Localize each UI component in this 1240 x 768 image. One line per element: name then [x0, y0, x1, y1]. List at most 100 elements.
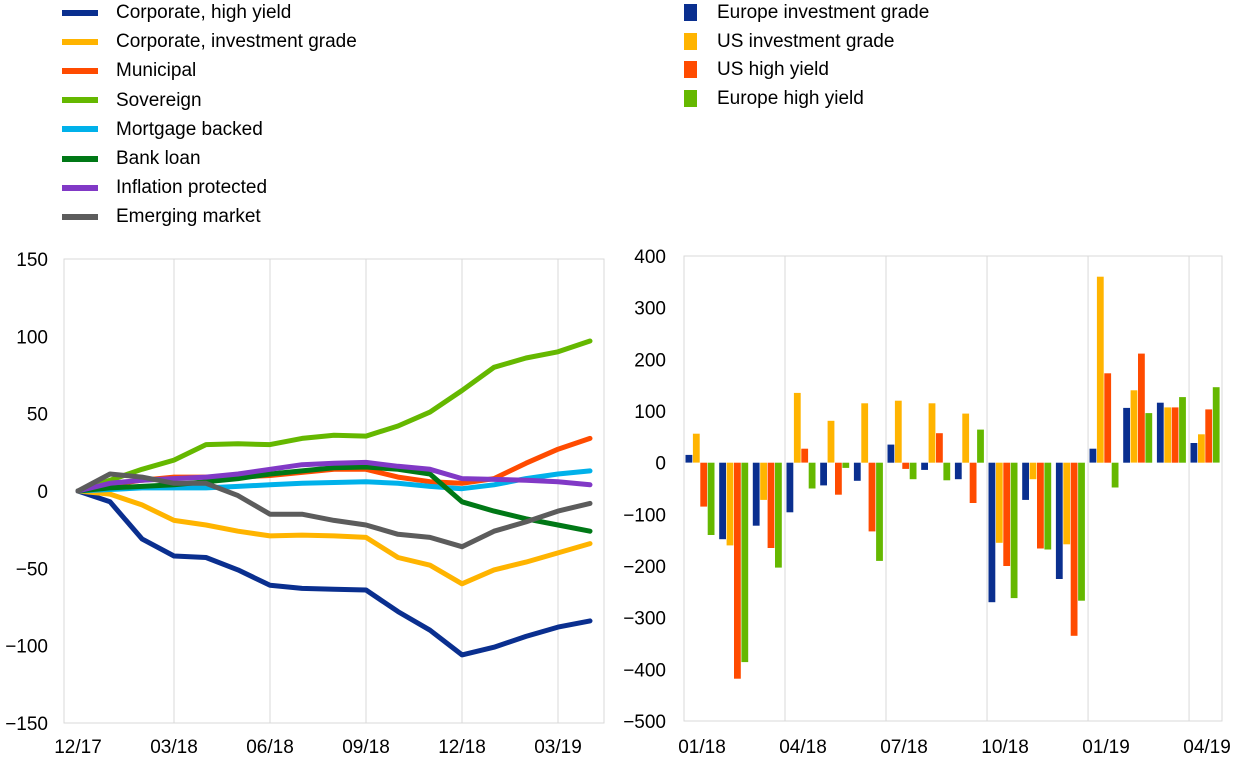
legend-label: Europe high yield [717, 88, 864, 110]
y-tick-label: 300 [634, 299, 666, 320]
bar-chart-grid [683, 255, 1223, 722]
bar-europe-high-yield-04-19 [1212, 387, 1220, 463]
bar-us-high-yield-06-18 [868, 462, 876, 532]
x-tick-label: 03/19 [534, 737, 582, 758]
bar-us-high-yield-02-19 [1138, 353, 1145, 463]
legend-swatch [684, 3, 697, 21]
y-tick-label: 50 [27, 405, 48, 426]
plot-frame [683, 255, 1223, 722]
legend-label: US investment grade [717, 30, 895, 52]
bar-us-investment-grade-07-18 [894, 400, 902, 463]
series-line-emerging-market [75, 471, 593, 550]
bar-us-high-yield-07-18 [902, 462, 910, 469]
legend-label: Europe investment grade [717, 1, 930, 23]
legend-swatch [62, 97, 98, 104]
bar-us-high-yield-01-18 [700, 462, 708, 507]
bar-us-investment-grade-09-18 [962, 413, 970, 463]
legend-item-inflation-protected: Inflation protected [62, 173, 357, 202]
bar-europe-investment-grade-05-18 [820, 462, 827, 486]
bar-us-investment-grade-03-18 [760, 462, 767, 500]
legend-swatch [62, 126, 98, 133]
bar-europe-high-yield-03-18 [775, 462, 782, 568]
legend-swatch [684, 61, 697, 79]
x-tick-label: 09/18 [342, 737, 390, 758]
y-tick-label: −150 [5, 714, 48, 735]
x-tick-label: 06/18 [246, 737, 294, 758]
bar-us-high-yield-05-18 [835, 462, 842, 495]
legend-swatch [684, 32, 697, 50]
x-tick-label: 04/18 [779, 737, 827, 758]
bar-us-investment-grade-12-18 [1063, 462, 1071, 545]
bar-europe-investment-grade-11-18 [1022, 462, 1029, 500]
bar-us-investment-grade-10-18 [995, 462, 1003, 543]
line-chart-grid [63, 258, 605, 724]
legend-label: Corporate, investment grade [116, 31, 357, 53]
bar-us-investment-grade-03-19 [1164, 407, 1172, 463]
y-tick-label: 0 [655, 454, 666, 475]
series-line-mortgage-backed [75, 468, 593, 494]
bar-us-investment-grade-01-18 [692, 433, 700, 463]
bar-us-high-yield-12-18 [1070, 462, 1078, 636]
y-tick-label: 200 [634, 350, 666, 371]
bar-europe-high-yield-08-18 [943, 462, 951, 481]
legend-swatch [62, 38, 98, 45]
bar-us-investment-grade-11-18 [1029, 462, 1037, 480]
x-tick-label: 12/18 [438, 737, 486, 758]
legend-swatch [62, 184, 98, 191]
line-chart-legend: Corporate, high yield Corporate, investme… [62, 0, 357, 232]
series-line-bank-loan [75, 464, 593, 534]
legend-item-europe-investment-grade: Europe investment grade [684, 0, 929, 27]
legend-item-us-high-yield: US high yield [684, 56, 929, 85]
x-tick-label: 03/18 [150, 737, 198, 758]
bar-europe-high-yield-09-18 [977, 429, 984, 463]
bar-europe-investment-grade-03-18 [752, 462, 760, 526]
bar-europe-high-yield-01-19 [1111, 462, 1119, 488]
bar-europe-investment-grade-06-18 [853, 462, 861, 481]
bar-us-investment-grade-04-18 [793, 392, 801, 463]
legend-item-bank-loan: Bank loan [62, 144, 357, 173]
bar-us-investment-grade-06-18 [861, 403, 869, 463]
bar-us-investment-grade-02-18 [726, 462, 734, 546]
legend-item-sovereign: Sovereign [62, 86, 357, 115]
series-line-corporate-high-yield [75, 488, 593, 658]
y-tick-label: 100 [634, 402, 666, 423]
x-tick-label: 10/18 [981, 737, 1029, 758]
bar-europe-investment-grade-04-19 [1190, 443, 1198, 463]
bar-europe-investment-grade-02-19 [1123, 407, 1130, 463]
bar-us-high-yield-10-18 [1003, 462, 1011, 566]
legend-item-municipal: Municipal [62, 56, 357, 85]
legend-label: Corporate, high yield [116, 2, 292, 24]
bar-us-investment-grade-04-19 [1198, 434, 1205, 463]
legend-label: Inflation protected [116, 177, 268, 199]
line-chart: 12/17 03/18 06/18 09/18 12/18 03/19 150 100 50 0 −… [5, 250, 605, 758]
bar-europe-investment-grade-09-18 [954, 462, 962, 480]
bar-europe-investment-grade-10-18 [988, 462, 996, 603]
bar-europe-investment-grade-03-19 [1156, 402, 1164, 463]
y-tick-label: −200 [623, 557, 666, 578]
bar-chart-legend: Europe investment grade US investment gra… [684, 0, 929, 113]
bar-europe-high-yield-04-18 [808, 462, 816, 489]
y-tick-label: −400 [623, 660, 666, 681]
bar-europe-investment-grade-12-18 [1055, 462, 1063, 579]
legend-label: Emerging market [116, 206, 261, 228]
y-tick-label: 0 [37, 482, 48, 503]
legend-label: Sovereign [116, 89, 202, 111]
bar-europe-investment-grade-02-18 [719, 462, 726, 540]
bar-us-investment-grade-01-19 [1096, 276, 1104, 463]
legend-item-europe-high-yield: Europe high yield [684, 84, 929, 113]
bar-europe-investment-grade-07-18 [887, 444, 895, 463]
bar-europe-high-yield-01-18 [707, 462, 715, 535]
y-tick-label: −100 [5, 637, 48, 658]
y-tick-label: −100 [623, 505, 666, 526]
plot-frame [63, 258, 605, 724]
bar-us-high-yield-04-19 [1205, 409, 1213, 463]
y-tick-label: 150 [16, 250, 48, 271]
bar-us-high-yield-02-18 [734, 462, 741, 679]
bar-europe-investment-grade-01-19 [1089, 448, 1097, 463]
bar-us-high-yield-09-18 [969, 462, 977, 503]
bar-europe-high-yield-11-18 [1044, 462, 1052, 550]
bar-europe-high-yield-05-18 [842, 462, 850, 468]
bar-us-high-yield-08-18 [936, 433, 943, 463]
legend-swatch [684, 90, 697, 108]
bar-europe-investment-grade-01-18 [685, 454, 693, 463]
